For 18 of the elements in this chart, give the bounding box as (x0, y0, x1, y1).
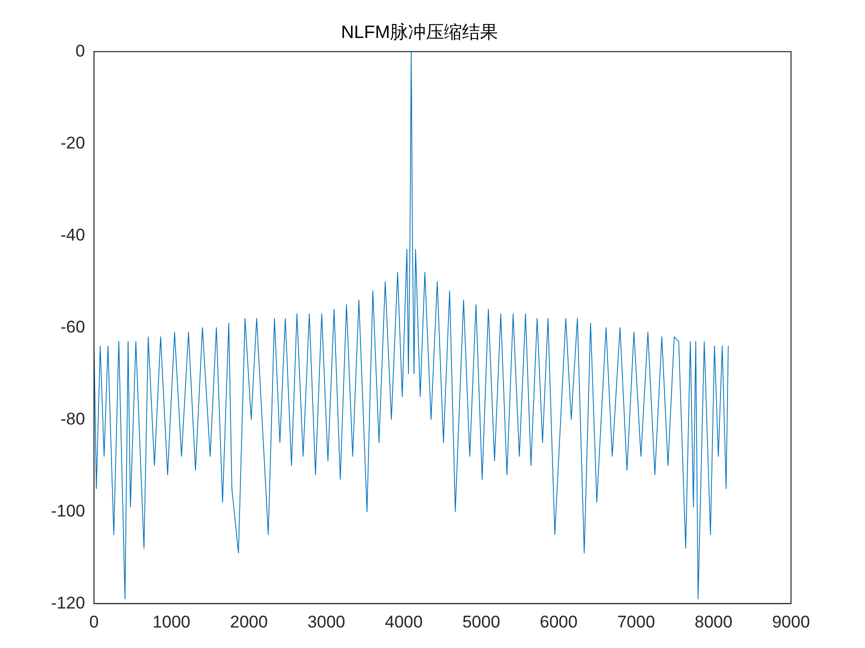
y-tick-label: -100 (50, 501, 86, 520)
x-tick-label: 5000 (462, 612, 500, 632)
y-tick-label: -40 (60, 225, 86, 244)
x-tick-label: 9000 (772, 612, 810, 632)
y-tick-label: -80 (60, 409, 86, 428)
x-tick-label: 1000 (152, 612, 190, 632)
y-tick-label: -120 (50, 593, 86, 612)
x-tick-label: 4000 (384, 612, 423, 632)
chart-title: NLFM脉冲压缩结果 (341, 22, 498, 42)
x-tick-label: 3000 (307, 612, 346, 632)
x-tick-label: 7000 (617, 612, 656, 632)
x-tick-label: 8000 (694, 612, 732, 632)
x-tick-label: 6000 (540, 612, 578, 632)
y-tick-label: 0 (76, 41, 86, 60)
y-tick-label: -60 (60, 317, 86, 336)
x-tick-label: 0 (89, 612, 99, 632)
x-tick-label: 2000 (230, 612, 268, 632)
y-tick-label: -20 (60, 133, 86, 152)
